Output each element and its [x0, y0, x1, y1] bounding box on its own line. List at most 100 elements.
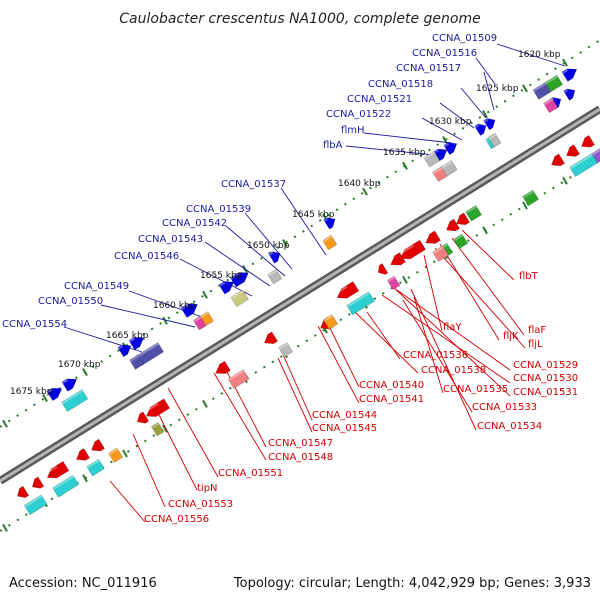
gene-feature: [52, 474, 80, 498]
gene-label-lower: CCNA_01535: [443, 384, 508, 395]
gene-feature: [578, 134, 596, 148]
tick-label: 1665 kbp: [106, 331, 149, 341]
leader-line: [363, 132, 453, 144]
genome-backbone: [0, 105, 600, 485]
gene-feature: [443, 218, 461, 232]
gene-label-upper: CCNA_01517: [396, 63, 461, 74]
tick-label: 1675 kbp: [10, 387, 53, 397]
gene-label-lower: CCNA_01553: [168, 499, 233, 510]
gene-label-lower: CCNA_01529: [513, 360, 578, 371]
gene-feature: [61, 378, 78, 392]
leader-line: [496, 43, 566, 67]
gene-feature: [544, 74, 564, 93]
gene-label-lower: tipN: [197, 483, 218, 494]
leader-line: [423, 254, 443, 332]
leader-line: [460, 87, 487, 119]
leader-line: [461, 229, 515, 281]
tick-labels: 1620 kbp 1625 kbp 1630 kbp 1635 kbp 1640 kbp…: [10, 50, 561, 397]
leader-line: [132, 433, 166, 508]
gene-label-lower: CCNA_01534: [477, 421, 542, 432]
gene-label-lower: CCNA_01551: [218, 468, 283, 479]
gene-feature: [229, 272, 249, 288]
leader-line: [225, 225, 286, 277]
gene-feature: [397, 239, 426, 260]
leader-line: [280, 349, 313, 421]
leader-line: [154, 406, 198, 491]
gene-feature: [422, 230, 441, 244]
leader-line: [325, 319, 360, 388]
leader-line: [280, 187, 327, 256]
gene-label-upper: CCNA_01550: [38, 296, 103, 307]
gene-feature: [86, 458, 105, 477]
gene-feature: [443, 142, 458, 156]
gene-feature: [522, 189, 540, 207]
tick-label: 1640 kbp: [338, 179, 381, 189]
gene-feature: [569, 153, 598, 178]
map-title: Caulobacter crescentus NA1000, complete …: [119, 11, 480, 27]
leader-line: [213, 372, 267, 461]
gene-feature: [465, 205, 483, 222]
gene-feature: [134, 411, 150, 424]
leader-line: [402, 299, 473, 413]
accession-text: Accession: NC_011916: [9, 576, 157, 591]
gene-feature: [548, 153, 566, 167]
leader-line: [410, 288, 477, 431]
gene-label-lower: CCNA_01530: [513, 373, 578, 384]
gene-label-upper: CCNA_01522: [326, 109, 391, 120]
gene-feature: [387, 252, 406, 266]
gene-label-upper: CCNA_01509: [432, 33, 497, 44]
gene-feature: [453, 212, 471, 226]
leader-line: [439, 243, 500, 341]
gene-feature: [267, 268, 283, 285]
leader-line: [439, 102, 475, 129]
gene-feature: [453, 233, 469, 250]
gene-label-upper: CCNA_01542: [162, 218, 227, 229]
leader-line: [390, 284, 511, 397]
gene-feature: [543, 97, 559, 114]
gene-feature: [44, 460, 70, 479]
leader-line: [204, 241, 271, 287]
gene-feature: [61, 389, 89, 413]
gene-features: [14, 68, 600, 516]
gene-feature: [192, 315, 207, 331]
gene-label-upper: CCNA_01543: [138, 234, 203, 245]
leader-line: [317, 325, 360, 404]
leader-line: [366, 311, 401, 360]
leader-line: [413, 296, 444, 394]
tick-label: 1625 kbp: [476, 84, 519, 94]
gene-feature: [322, 234, 338, 251]
leader-line: [277, 357, 313, 433]
leader-line: [421, 117, 463, 141]
leader-line: [483, 71, 495, 111]
gene-label-lower: CCNA_01536: [403, 350, 468, 361]
gene-label-lower: CCNA_01547: [268, 438, 333, 449]
gene-feature: [129, 354, 145, 370]
gene-label-upper: CCNA_01537: [221, 179, 286, 190]
tick-label: 1620 kbp: [518, 50, 561, 60]
genome-summary: Topology: circular; Length: 4,042,929 bp…: [233, 576, 591, 591]
leader-line: [244, 212, 293, 270]
gene-feature: [474, 123, 487, 136]
leader-line: [345, 145, 445, 157]
leader-lines: [63, 43, 566, 523]
gene-feature: [278, 342, 294, 358]
gene-feature: [29, 476, 45, 489]
gene-feature: [563, 88, 576, 101]
gene-label-lower: flbT: [519, 271, 539, 282]
gene-label-upper: flbA: [323, 140, 343, 151]
tick-label: 1670 kbp: [58, 360, 101, 370]
gene-feature: [73, 448, 91, 461]
gene-label-lower: fljK: [503, 331, 519, 342]
gene-feature: [150, 422, 165, 437]
leader-line: [167, 387, 219, 478]
gene-feature: [218, 281, 235, 295]
gene-label-lower: CCNA_01556: [144, 514, 209, 525]
gene-label-lower: flaF: [528, 325, 546, 336]
tick-label: 1635 kbp: [383, 148, 426, 158]
gene-feature: [386, 275, 401, 291]
gene-feature: [14, 485, 30, 498]
tick-label: 1650 kbp: [247, 241, 290, 251]
gene-feature: [487, 133, 502, 148]
gene-label-lower: CCNA_01540: [359, 380, 424, 391]
